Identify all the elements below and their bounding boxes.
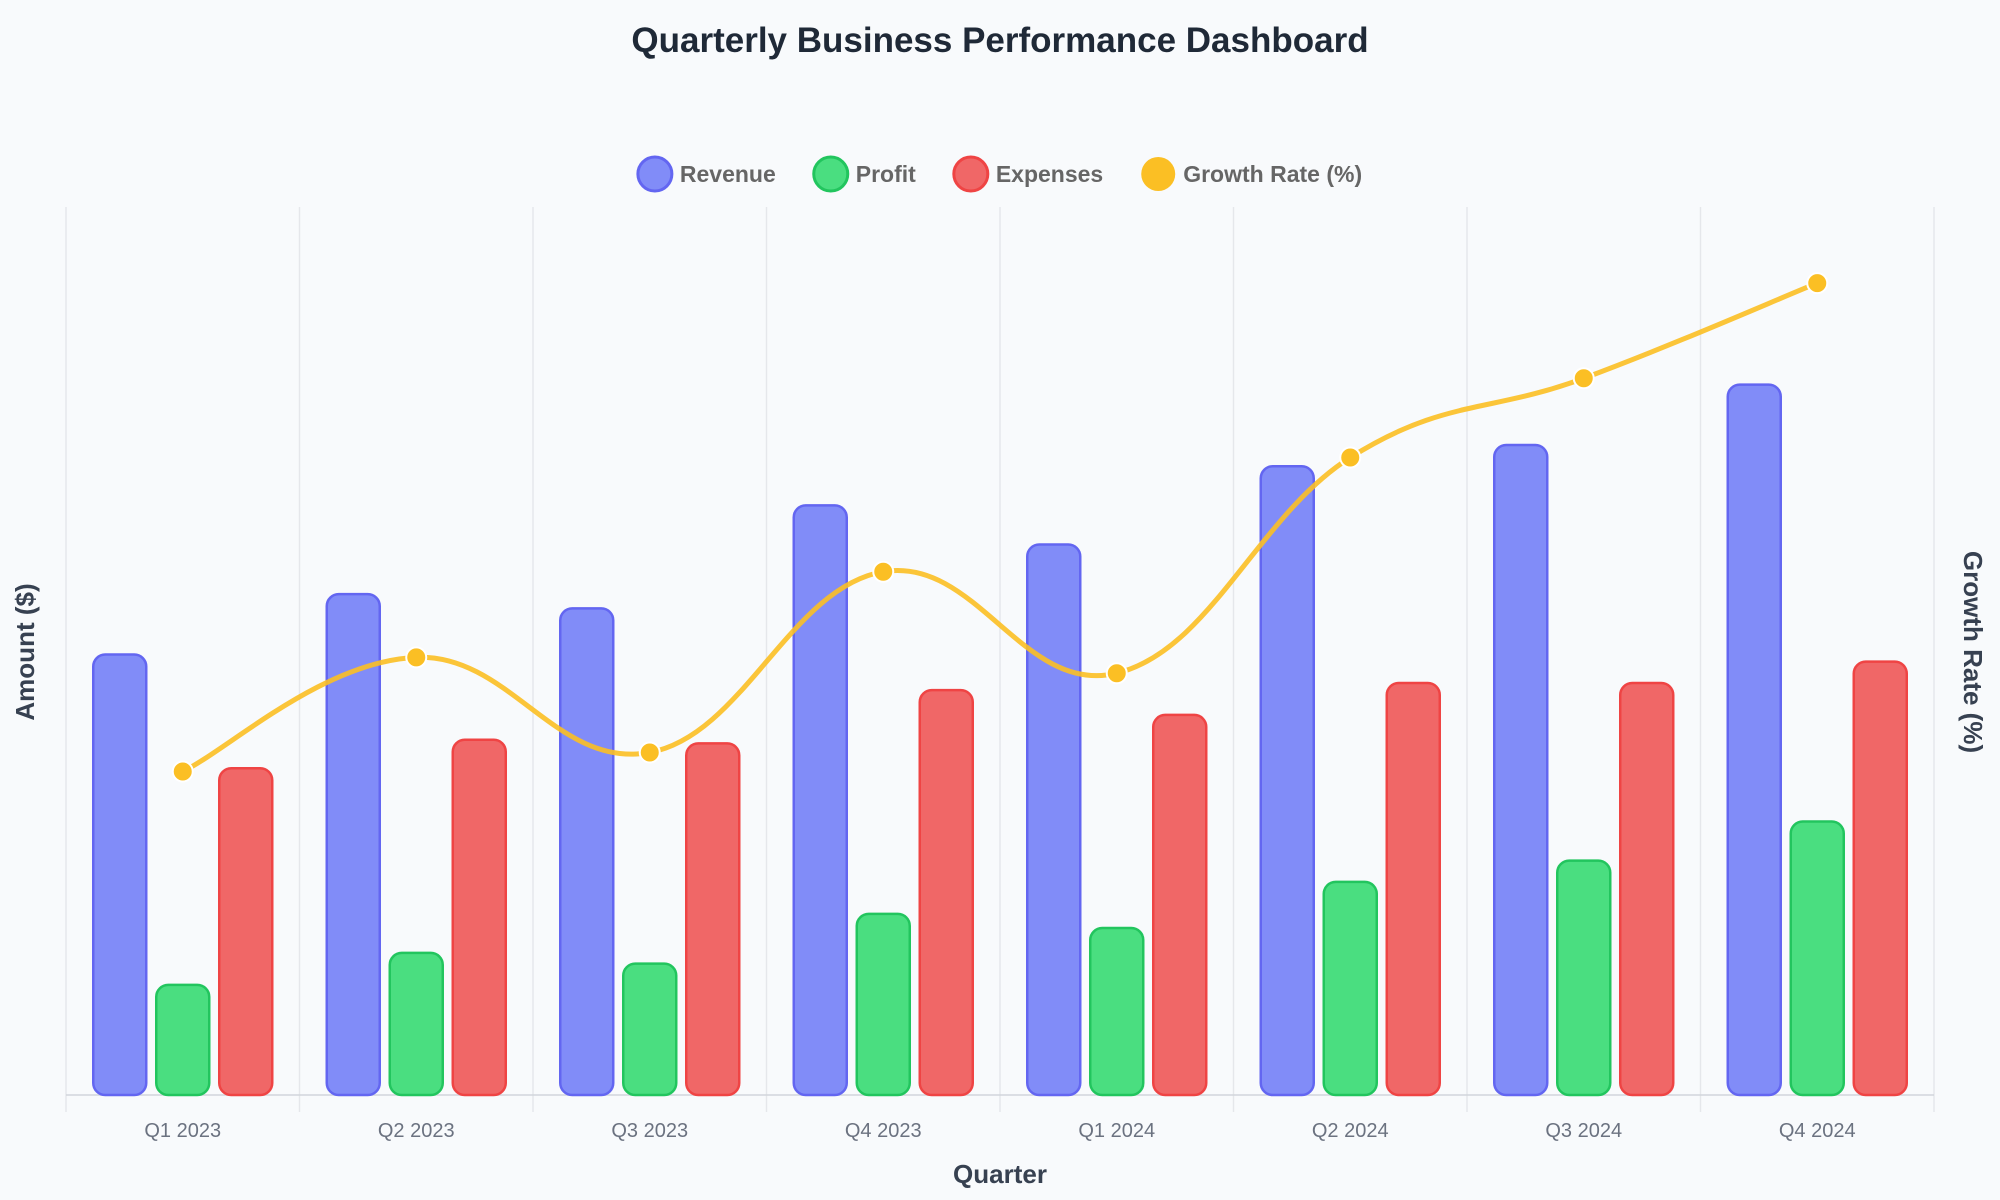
bar-expenses-q1-2024: [1152, 713, 1208, 1097]
bar-revenue-q4-2024: [1726, 383, 1782, 1097]
legend-swatch: [952, 155, 990, 193]
legend-label: Growth Rate (%): [1183, 161, 1362, 187]
x-axis-label: Quarter: [953, 1159, 1047, 1189]
bars: [92, 383, 1908, 1097]
bar-expenses-q3-2024: [1619, 681, 1675, 1097]
legend-swatch: [636, 155, 674, 193]
bar-expenses-q4-2023: [918, 688, 974, 1097]
y2-axis-label: Growth Rate (%): [1958, 551, 1988, 753]
y-axis-label: Amount ($): [10, 583, 40, 720]
bar-profit-q3-2023: [622, 962, 678, 1097]
legend-item-expenses[interactable]: Expenses: [952, 155, 1103, 193]
legend-swatch: [1141, 157, 1176, 191]
x-tick-label: Q4 2023: [845, 1120, 922, 1142]
legend-swatch: [812, 155, 850, 193]
x-tick-labels: Q1 2023 Q2 2023 Q3 2023 Q4 2023 Q1 2024 Q2 20…: [144, 1120, 1855, 1142]
bar-profit-q2-2023: [388, 951, 444, 1097]
legend-item-growth-rate[interactable]: Growth Rate (%): [1141, 157, 1362, 191]
bar-revenue-q3-2024: [1493, 443, 1549, 1097]
growth-rate-point-q4-2024: [1806, 272, 1829, 295]
bar-revenue-q1-2023: [92, 653, 148, 1097]
x-tick-label: Q1 2023: [144, 1120, 221, 1142]
growth-rate-point-q2-2024: [1339, 446, 1362, 469]
bar-revenue-q2-2023: [325, 592, 381, 1097]
growth-rate-point-q2-2023: [405, 646, 428, 669]
legend-item-profit[interactable]: Profit: [812, 155, 916, 193]
bar-profit-q1-2024: [1089, 926, 1145, 1097]
growth-rate-line: [180, 280, 1820, 775]
bar-expenses-q1-2023: [218, 766, 274, 1097]
growth-rate-point-q4-2023: [872, 560, 895, 583]
bar-profit-q2-2024: [1322, 880, 1378, 1097]
chart-title: Quarterly Business Performance Dashboard: [631, 21, 1368, 60]
bar-revenue-q4-2023: [792, 504, 848, 1097]
growth-line-layer: [171, 272, 1829, 783]
x-tick-label: Q2 2023: [378, 1120, 455, 1142]
x-tick-label: Q3 2023: [611, 1120, 688, 1142]
growth-rate-point-q3-2023: [638, 741, 661, 764]
growth-rate-point-q3-2024: [1572, 367, 1595, 390]
bar-expenses-q2-2024: [1385, 681, 1441, 1097]
legend-label: Revenue: [680, 161, 776, 187]
legend-label: Expenses: [996, 161, 1103, 187]
bar-expenses-q4-2024: [1852, 660, 1908, 1097]
bar-revenue-q3-2023: [559, 607, 615, 1097]
x-tick-label: Q1 2024: [1078, 1120, 1155, 1142]
bar-expenses-q2-2023: [451, 738, 507, 1097]
bar-profit-q4-2024: [1789, 820, 1845, 1097]
x-tick-label: Q3 2024: [1545, 1120, 1622, 1142]
legend-item-revenue[interactable]: Revenue: [636, 155, 776, 193]
bar-revenue-q1-2024: [1026, 543, 1082, 1097]
x-tick-label: Q4 2024: [1779, 1120, 1856, 1142]
legend-label: Profit: [856, 161, 916, 187]
legend: Revenue Profit Expenses Growth Rate (%): [636, 155, 1362, 193]
x-tick-label: Q2 2024: [1312, 1120, 1389, 1142]
bar-revenue-q2-2024: [1259, 465, 1315, 1097]
bar-expenses-q3-2023: [685, 742, 741, 1097]
gridlines: [65, 207, 1935, 1112]
growth-rate-point-q1-2023: [171, 760, 194, 783]
growth-rate-point-q1-2024: [1105, 662, 1128, 685]
bar-profit-q4-2023: [855, 912, 911, 1097]
bar-profit-q1-2023: [155, 983, 211, 1097]
bar-profit-q3-2024: [1556, 859, 1612, 1097]
